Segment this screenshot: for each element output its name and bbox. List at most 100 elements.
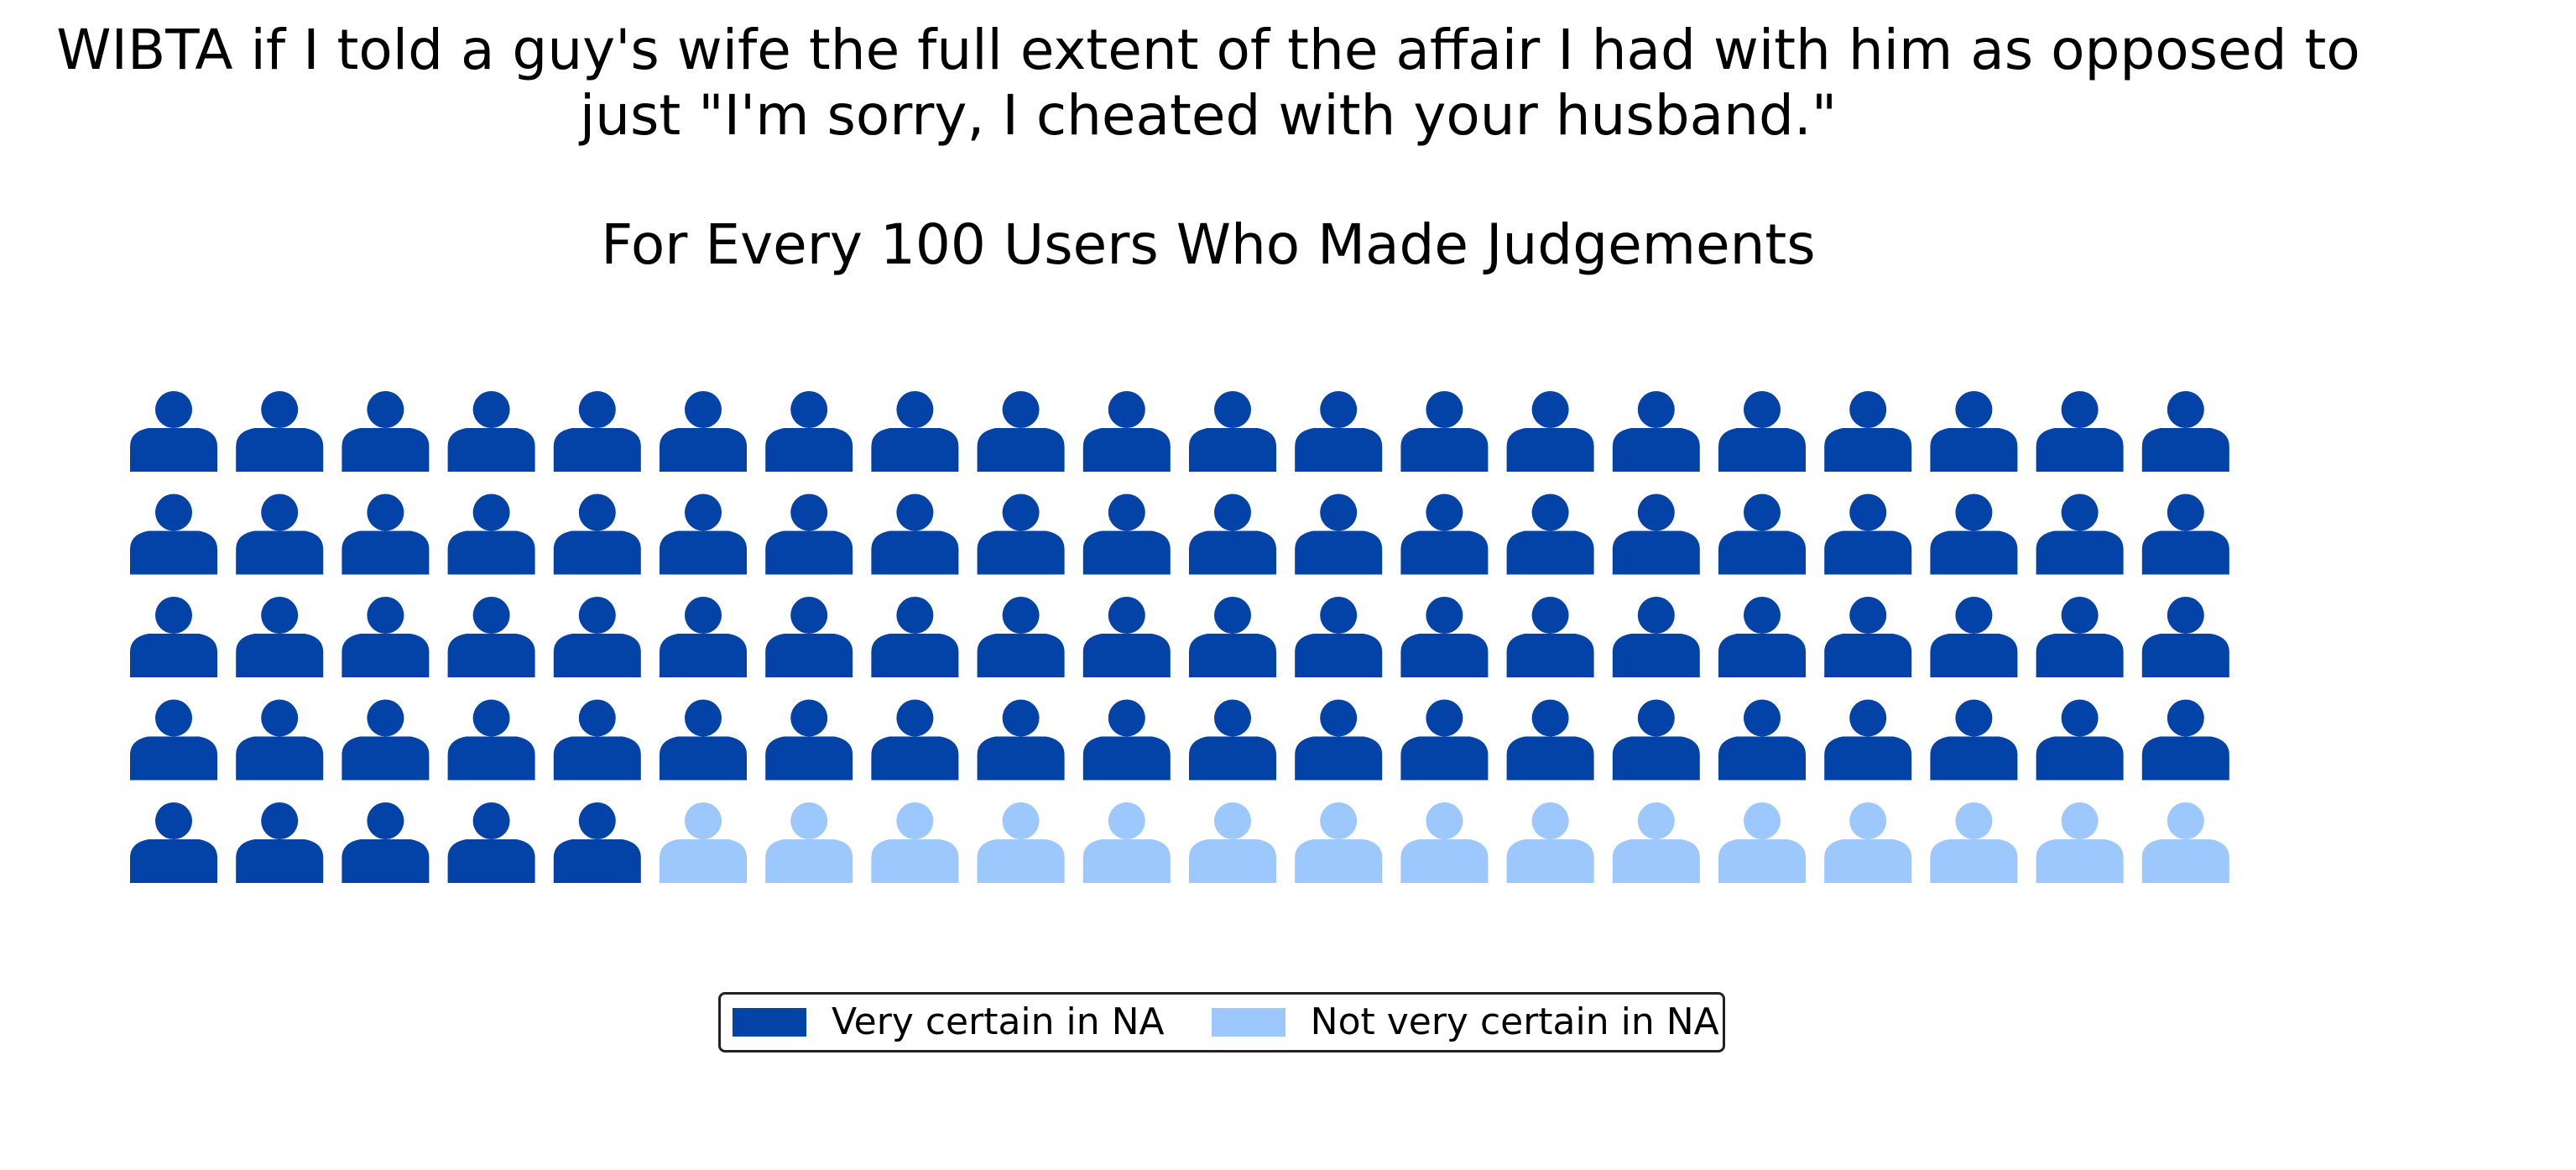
person-icon: [1824, 597, 1912, 677]
person-icon: [2036, 699, 2124, 781]
person-icon: [236, 597, 324, 677]
person-icon: [130, 597, 217, 677]
person-icon: [130, 391, 217, 472]
person-icon: [1506, 802, 1594, 883]
person-icon: [2036, 494, 2124, 575]
person-icon: [1082, 391, 1171, 472]
person-icon: [2036, 802, 2124, 883]
person-icon: [1930, 597, 2018, 677]
person-icon: [1082, 597, 1171, 677]
person-icon: [1612, 802, 1700, 883]
person-icon: [130, 802, 217, 883]
legend: Very certain in NA Not very certain in N…: [718, 992, 1725, 1052]
person-icon: [1824, 391, 1912, 472]
legend-swatch-not-very-certain: [1211, 1008, 1285, 1037]
person-icon: [660, 699, 747, 781]
person-icon: [1718, 494, 1806, 575]
person-icon: [765, 699, 853, 781]
person-icon: [1930, 802, 2018, 883]
person-icon: [1295, 391, 1383, 472]
person-icon: [447, 597, 535, 677]
person-icon: [1824, 494, 1912, 575]
person-icon: [447, 494, 535, 575]
person-icon: [1400, 391, 1489, 472]
legend-label-not-very-certain: Not very certain in NA: [1310, 1000, 1719, 1043]
person-icon: [1295, 699, 1383, 781]
person-icon: [1400, 494, 1489, 575]
person-icon: [553, 391, 641, 472]
person-icon: [1930, 699, 2018, 781]
person-icon: [871, 597, 959, 677]
person-icon: [1295, 494, 1383, 575]
person-icon: [2036, 391, 2124, 472]
person-icon: [553, 802, 641, 883]
person-icon: [236, 494, 324, 575]
person-icon: [660, 494, 747, 575]
person-icon: [871, 802, 959, 883]
legend-item-very-certain: Very certain in NA: [733, 1001, 1165, 1043]
person-icon: [2141, 494, 2229, 575]
legend-item-not-very-certain: Not very certain in NA: [1211, 1000, 1719, 1043]
person-icon: [447, 699, 535, 781]
person-icon: [2141, 802, 2229, 883]
person-icon: [130, 699, 217, 781]
person-icon: [447, 802, 535, 883]
person-icon: [2036, 597, 2124, 677]
person-icon: [1506, 494, 1594, 575]
person-icon: [553, 494, 641, 575]
person-icon: [977, 699, 1065, 781]
person-icon: [977, 391, 1065, 472]
person-icon: [977, 597, 1065, 677]
person-icon: [1612, 391, 1700, 472]
person-icon: [1189, 494, 1276, 575]
person-icon: [1189, 391, 1276, 472]
legend-label-very-certain: Very certain in NA: [832, 1000, 1165, 1043]
person-icon: [660, 802, 747, 883]
person-icon: [1082, 802, 1171, 883]
person-icon: [342, 494, 430, 575]
person-icon: [1189, 699, 1276, 781]
person-icon: [1295, 802, 1383, 883]
person-icon: [660, 391, 747, 472]
person-icon: [1718, 802, 1806, 883]
person-icon: [2141, 699, 2229, 781]
person-icon: [130, 494, 217, 575]
person-icon: [1082, 699, 1171, 781]
person-icon: [765, 494, 853, 575]
person-icon: [553, 699, 641, 781]
person-icon: [1400, 597, 1489, 677]
person-icon: [1824, 802, 1912, 883]
person-icon: [1612, 494, 1700, 575]
person-icon: [236, 699, 324, 781]
person-icon: [765, 391, 853, 472]
person-icon: [1718, 597, 1806, 677]
person-icon: [342, 802, 430, 883]
person-icon: [1506, 597, 1594, 677]
person-icon: [1189, 597, 1276, 677]
person-icon: [1400, 802, 1489, 883]
person-icon: [1506, 391, 1594, 472]
person-icon: [1612, 597, 1700, 677]
person-icon: [342, 597, 430, 677]
person-icon: [1400, 699, 1489, 781]
person-icon: [765, 802, 853, 883]
person-icon: [342, 391, 430, 472]
person-icon: [236, 802, 324, 883]
person-icon: [447, 391, 535, 472]
person-icon: [871, 391, 959, 472]
person-icon: [1930, 494, 2018, 575]
chart-title-line-1: WIBTA if I told a guy's wife the full ex…: [56, 18, 2360, 82]
person-icon: [553, 597, 641, 677]
person-icon: [1824, 699, 1912, 781]
person-icon: [1718, 699, 1806, 781]
person-icon: [871, 699, 959, 781]
person-icon: [977, 494, 1065, 575]
person-icon: [1082, 494, 1171, 575]
person-icon: [236, 391, 324, 472]
person-icon: [2141, 597, 2229, 677]
person-icon: [2141, 391, 2229, 472]
chart-title-line-2: just "I'm sorry, I cheated with your hus…: [579, 83, 1838, 148]
legend-swatch-very-certain: [733, 1008, 806, 1037]
person-icon: [1612, 699, 1700, 781]
